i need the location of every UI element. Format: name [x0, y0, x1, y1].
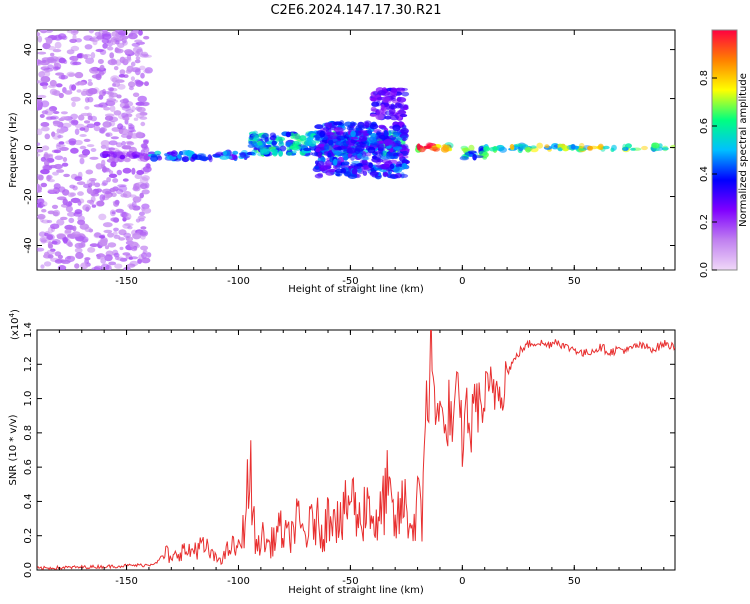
spectrogram-y-tick-label: 0: [23, 144, 34, 150]
snr-x-tick-label: -150: [115, 576, 138, 587]
spectrogram-x-label: Height of straight line (km): [288, 284, 424, 295]
snr-x-tick-label: 0: [459, 576, 465, 587]
spectrogram-y-tick-label: 40: [23, 43, 34, 56]
snr-y-tick-label: 0.0: [23, 562, 34, 578]
colorbar-label: Normalized spectral amplitude: [738, 73, 749, 227]
spectral-feature-5: [369, 87, 410, 121]
colorbar-tick-label: 0.8: [699, 70, 710, 86]
colorbar-tick-label: 0.4: [699, 166, 710, 182]
snr-scale-exp: 4: [8, 312, 16, 317]
svg-text:(x104): (x104): [8, 309, 21, 340]
snr-x-tick-label: -50: [342, 576, 358, 587]
spectral-feature-1: [99, 149, 150, 161]
snr-y-tick-label: 0.2: [23, 528, 34, 544]
snr-y-tick-label: 1.0: [23, 391, 34, 407]
snr-x-tick-label: 50: [568, 576, 581, 587]
spectrogram-y-tick-label: -40: [23, 237, 34, 253]
spectrogram-x-tick-label: -150: [115, 276, 138, 287]
spectrogram-x-tick-label: 50: [568, 276, 581, 287]
colorbar-tick-label: 0.0: [699, 262, 710, 278]
snr-x-label: Height of straight line (km): [288, 585, 424, 596]
spectral-feature-2: [147, 149, 250, 163]
colorbar-tick-label: 0.6: [699, 118, 710, 134]
snr-x-tick-label: -100: [227, 576, 250, 587]
spectral-feature-7: [459, 144, 489, 161]
spectrogram-marks: [37, 30, 675, 270]
spectrogram-y-label: Frequency (Hz): [8, 112, 19, 188]
spectrogram-x-tick-label: -100: [227, 276, 250, 287]
snr-scale-prefix: (x10: [10, 317, 21, 340]
colorbar: 0.0 0.2 0.4 0.6 0.8 Normalized spectral ampl…: [699, 29, 749, 278]
spectrogram-panel: -150 -100 -50 0 50 -40 -20 0 20 40 Height of stra…: [8, 29, 676, 295]
spectrogram-axes: -150 -100 -50 0 50 -40 -20 0 20 40: [23, 30, 675, 287]
spectral-feature-6: [415, 142, 454, 153]
snr-y-label: SNR (10 * v/v): [8, 414, 19, 485]
snr-series-line: [37, 330, 675, 570]
snr-y-tick-label: 0.6: [23, 459, 34, 475]
colorbar-axis: 0.0 0.2 0.4 0.6 0.8: [699, 29, 738, 278]
snr-panel: -150 -100 -50 0 50 0.0 0.2 0.4 0.6 0.8 1.0 1.2 1.4 H…: [8, 309, 676, 596]
spectral-feature-4: [312, 120, 410, 180]
colorbar-gradient: [712, 30, 737, 270]
snr-y-tick-label: 0.4: [23, 493, 34, 509]
snr-y-tick-label: 1.2: [23, 356, 34, 372]
chart-title: C2E6.2024.147.17.30.R21: [270, 3, 441, 18]
snr-y-tick-label: 0.8: [23, 425, 34, 441]
spectrogram-y-tick-label: 20: [23, 92, 34, 105]
snr-y-tick-label: 1.4: [23, 322, 34, 338]
spectrogram-x-tick-label: 0: [459, 276, 465, 287]
snr-marks: [37, 330, 675, 570]
spectrogram-y-tick-label: -20: [23, 188, 34, 204]
spectral-feature-8: [483, 142, 675, 154]
spectrogram-x-tick-label: -50: [342, 276, 358, 287]
snr-scale-note: (x104): [8, 309, 21, 340]
snr-axes: -150 -100 -50 0 50 0.0 0.2 0.4 0.6 0.8 1.0 1.2 1.4: [23, 322, 675, 587]
colorbar-frame: [711, 29, 738, 271]
colorbar-tick-label: 0.2: [699, 214, 710, 230]
spectral-feature-0: [37, 30, 153, 270]
